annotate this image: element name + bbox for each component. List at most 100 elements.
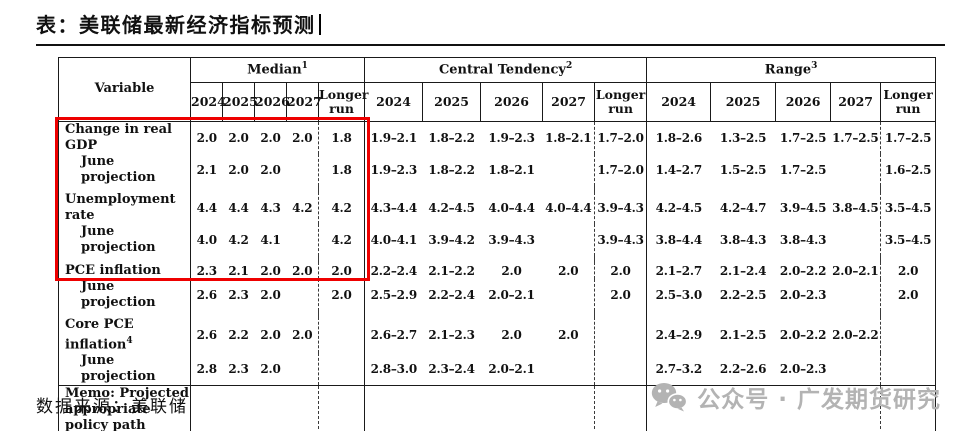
value-cell: 4.3 (260, 201, 281, 215)
value-cell (880, 385, 936, 431)
variable-column-header: Variable (94, 81, 155, 97)
value-cell (831, 154, 881, 186)
value-cell: 2.1–2.2 (428, 263, 475, 278)
value-cell: 2.0–2.1 (832, 263, 879, 278)
value-cell (594, 256, 647, 262)
value-cell: 2.1–2.5 (719, 328, 767, 343)
footnote-marker: 2 (565, 61, 573, 72)
value-cell: 1.8 (317, 121, 365, 154)
value-cell (880, 311, 936, 317)
value-cell: 1.8–2.2 (422, 121, 481, 154)
page-title: 表：美联储最新经济指标预测 (36, 9, 321, 38)
value-cell: 2.0 (260, 288, 281, 302)
value-cell: 4.0–4.4 (545, 201, 592, 215)
watermark: 公众号 · 广发期货研究 (651, 380, 941, 414)
year-header: 2026 (480, 82, 543, 122)
value-cell: 2.0 (594, 262, 647, 279)
value-cell: 3.8–4.4 (646, 224, 711, 256)
value-cell: 2.0 (501, 263, 522, 278)
value-cell: 2.5–2.9 (364, 279, 423, 311)
value-cell (364, 186, 423, 192)
table-row: Memo: Projected appropriate policy path (58, 385, 936, 431)
row-label: Core PCE inflation4 (65, 317, 134, 353)
section-header-median: Median1 (189, 57, 365, 83)
year-header: 2027 (830, 82, 881, 122)
value-cell: 3.9–4.3 (488, 233, 535, 247)
value-cell: 3.9–4.5 (779, 201, 827, 215)
row-label: June projection (81, 353, 156, 385)
value-cell: 2.0–2.2 (832, 328, 879, 343)
value-cell (830, 385, 881, 431)
value-cell (222, 385, 255, 431)
value-cell: 2.3 (228, 362, 249, 377)
row-label: Unemployment rate (65, 192, 176, 223)
table-row: Unemployment rate 4.4 4.4 4.3 4.2 4.2 4.3–4.4 4… (59, 192, 936, 224)
value-cell (543, 154, 595, 186)
table-row: Core PCE inflation4 2.6 2.2 2.0 2.0 2.6–2.7 2.… (59, 317, 936, 354)
value-cell: 2.2–2.4 (364, 262, 423, 279)
value-cell (286, 385, 319, 431)
value-cell: 4.0–4.4 (488, 201, 535, 215)
value-cell: 1.7–2.5 (880, 121, 936, 154)
value-cell (543, 353, 595, 386)
value-cell (775, 385, 831, 431)
value-cell (254, 385, 287, 431)
value-cell: 2.3 (190, 262, 223, 279)
value-cell: 2.0 (558, 263, 579, 278)
value-cell: 2.3–2.4 (428, 362, 475, 377)
value-cell: 2.0 (286, 121, 319, 154)
table-row: June projection 4.0 4.2 4.1 4.2 4.0–4.1 3.9–4.… (59, 224, 936, 256)
value-cell: 3.8–4.5 (832, 201, 879, 215)
value-cell: 4.2 (317, 224, 365, 256)
value-cell: 2.0 (558, 328, 579, 343)
value-cell (710, 385, 776, 431)
value-cell (594, 385, 647, 431)
value-cell: 2.0 (317, 262, 365, 279)
value-cell: 4.2 (228, 233, 249, 247)
table-row: June projection 2.1 2.0 2.0 1.8 1.9–2.3 1.8–2.… (59, 154, 936, 186)
value-cell: 2.1–2.3 (428, 328, 475, 343)
year-header: 2024 (646, 82, 711, 122)
value-cell (831, 279, 881, 311)
value-cell: 1.8–2.1 (488, 163, 535, 177)
value-cell: 2.0–2.1 (488, 362, 535, 377)
value-cell: 3.9–4.3 (594, 192, 647, 224)
value-cell (542, 385, 595, 431)
value-cell: 2.8 (190, 353, 223, 386)
value-cell: 2.0 (594, 279, 647, 311)
value-cell: 2.0 (260, 328, 281, 343)
section-header-central-tendency: Central Tendency2 (364, 57, 647, 83)
section-header-row: Variable Median1 Central Tendency2 Range… (59, 57, 936, 96)
value-cell: 2.0 (222, 121, 255, 154)
projections-table-wrap: Variable Median1 Central Tendency2 Range… (55, 57, 937, 431)
value-cell: 4.2–4.5 (428, 201, 475, 215)
value-cell: 1.8 (317, 154, 365, 186)
value-cell: 2.2 (228, 328, 249, 343)
value-cell (594, 186, 647, 192)
value-cell: 2.1 (228, 263, 249, 278)
value-cell (287, 353, 319, 386)
value-cell: 2.0 (228, 163, 249, 177)
section-header-range: Range3 (646, 57, 936, 83)
value-cell: 3.8–4.3 (779, 233, 827, 247)
value-cell (317, 317, 365, 354)
value-cell: 3.9–4.3 (594, 224, 647, 256)
row-label: June projection (81, 154, 156, 185)
value-cell: 2.0 (880, 279, 936, 311)
value-cell: 1.7–2.0 (594, 121, 647, 154)
row-label: PCE inflation (65, 262, 161, 278)
value-cell (317, 311, 365, 317)
value-cell: 1.7–2.5 (830, 121, 881, 154)
value-cell: 4.2 (292, 201, 313, 215)
value-cell (543, 224, 595, 256)
value-cell (190, 256, 223, 262)
value-cell: 2.0 (254, 121, 287, 154)
year-header: 2025 (422, 82, 481, 122)
table-header: Variable Median1 Central Tendency2 Range… (59, 57, 936, 122)
row-label: June projection (81, 224, 156, 255)
value-cell: 1.7–2.5 (775, 121, 831, 154)
page-title-text: 表：美联储最新经济指标预测 (36, 13, 316, 37)
year-header: 2026 (254, 82, 290, 122)
value-cell: 2.7–3.2 (646, 353, 711, 386)
